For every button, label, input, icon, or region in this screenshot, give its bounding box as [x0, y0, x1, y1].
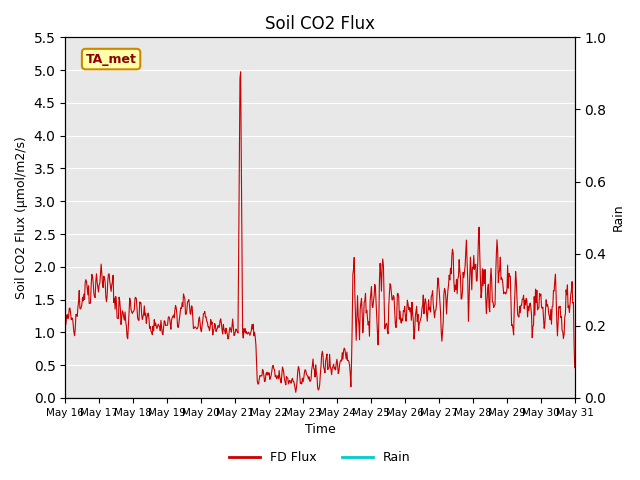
Y-axis label: Soil CO2 Flux (μmol/m2/s): Soil CO2 Flux (μmol/m2/s) [15, 136, 28, 299]
X-axis label: Time: Time [305, 423, 335, 436]
Text: TA_met: TA_met [86, 53, 136, 66]
Legend: FD Flux, Rain: FD Flux, Rain [224, 446, 416, 469]
Title: Soil CO2 Flux: Soil CO2 Flux [265, 15, 375, 33]
Y-axis label: Rain: Rain [612, 204, 625, 231]
